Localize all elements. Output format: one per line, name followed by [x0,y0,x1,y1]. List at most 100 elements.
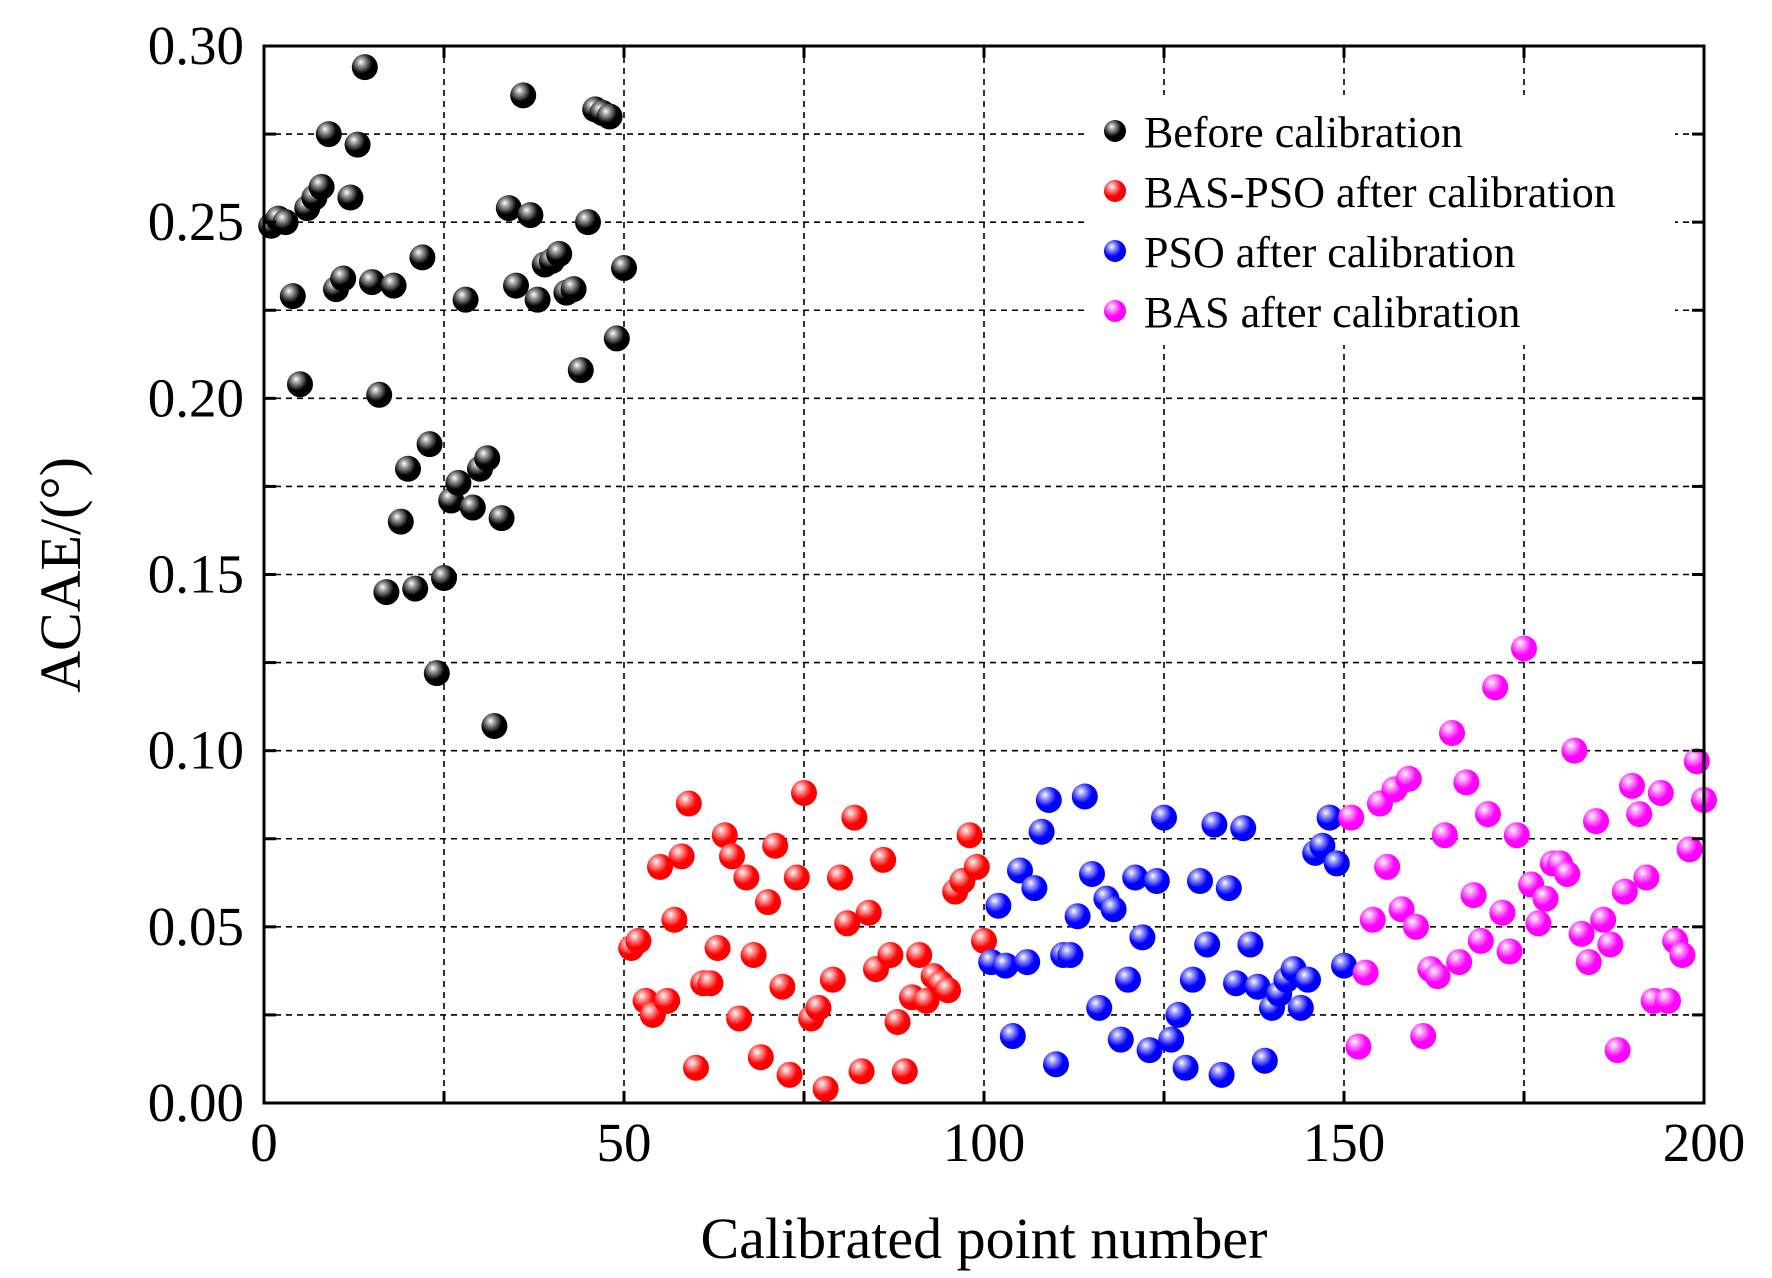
point-bas-pso-after-calibration [668,843,695,870]
point-bas-after-calibration [1345,1033,1372,1060]
point-bas-pso-after-calibration [683,1054,709,1081]
point-bas-pso-after-calibration [719,843,745,870]
point-before-calibration [315,121,342,148]
y-tick-labels: 0.00 0.05 0.10 0.15 0.20 0.25 0.30 [148,15,244,1133]
point-pso-after-calibration [1064,903,1091,930]
point-before-calibration [524,286,551,313]
point-pso-after-calibration [1079,860,1105,887]
point-bas-pso-after-calibration [877,942,904,969]
point-bas-pso-after-calibration [762,832,789,859]
legend-background [1087,95,1675,345]
point-before-calibration [481,713,508,740]
point-bas-after-calibration [1532,885,1559,912]
x-tick-label: 200 [1663,1112,1746,1173]
y-tick-label: 0.25 [148,191,244,252]
point-bas-pso-after-calibration [935,977,961,1004]
point-pso-after-calibration [1100,896,1127,923]
point-pso-after-calibration [1086,994,1113,1021]
point-before-calibration [359,269,385,296]
point-pso-after-calibration [992,952,1019,979]
point-bas-after-calibration [1633,864,1660,891]
point-pso-after-calibration [1122,864,1149,891]
point-pso-after-calibration [1043,1051,1069,1078]
point-bas-pso-after-calibration [647,853,673,880]
point-bas-pso-after-calibration [819,966,846,993]
point-bas-pso-after-calibration [891,1058,918,1085]
point-bas-pso-after-calibration [827,864,853,891]
point-bas-after-calibration [1359,906,1386,933]
x-tick-label: 0 [250,1112,278,1173]
point-bas-pso-after-calibration [711,822,738,849]
point-before-calibration [495,195,522,222]
point-bas-pso-after-calibration [740,942,767,969]
point-pso-after-calibration [1237,931,1264,958]
point-before-calibration [402,575,429,602]
point-bas-after-calibration [1503,822,1530,849]
point-before-calibration [517,202,544,229]
point-bas-pso-after-calibration [834,910,861,937]
point-bas-after-calibration [1676,836,1703,863]
point-bas-after-calibration [1388,896,1415,923]
point-bas-pso-after-calibration [870,846,897,873]
point-pso-after-calibration [1316,804,1343,831]
point-bas-pso-after-calibration [805,994,832,1021]
point-pso-after-calibration [1143,868,1170,895]
point-bas-after-calibration [1403,913,1429,940]
point-bas-after-calibration [1460,882,1487,909]
point-pso-after-calibration [1331,952,1357,979]
point-pso-after-calibration [1309,832,1336,859]
point-pso-after-calibration [1223,970,1249,997]
point-pso-after-calibration [1129,924,1156,951]
point-bas-pso-after-calibration [841,804,868,831]
y-tick-label: 0.30 [148,15,244,76]
point-bas-after-calibration [1669,942,1696,969]
y-tick-label: 0.20 [148,367,244,428]
point-bas-after-calibration [1374,853,1401,880]
point-before-calibration [351,54,378,81]
y-tick-label: 0.15 [148,544,244,605]
point-before-calibration [308,173,335,200]
point-bas-pso-after-calibration [776,1061,803,1088]
point-bas-pso-after-calibration [906,942,933,969]
point-pso-after-calibration [1151,804,1177,831]
point-before-calibration [546,240,573,267]
point-before-calibration [287,371,313,398]
point-bas-after-calibration [1424,963,1451,990]
point-bas-after-calibration [1431,822,1458,849]
point-bas-after-calibration [1395,765,1422,792]
point-pso-after-calibration [1187,868,1213,895]
point-bas-after-calibration [1604,1037,1631,1064]
point-bas-after-calibration [1489,899,1516,926]
y-tick-label: 0.10 [148,720,244,781]
x-tick-labels: 0 50 100 150 200 [250,1112,1745,1173]
point-pso-after-calibration [1287,994,1314,1021]
y-tick-label: 0.05 [148,896,244,957]
legend: Before calibration BAS-PSO after calibrat… [1087,95,1675,345]
point-pso-after-calibration [1028,818,1055,845]
data-points [258,54,1717,1102]
point-pso-after-calibration [1165,1001,1192,1028]
point-bas-after-calibration [1647,779,1674,806]
point-bas-after-calibration [1611,878,1638,905]
point-before-calibration [337,184,364,211]
legend-marker [1104,240,1126,262]
point-bas-after-calibration [1453,769,1480,796]
point-bas-after-calibration [1619,772,1645,799]
point-pso-after-calibration [1021,875,1048,902]
point-bas-after-calibration [1626,801,1653,828]
point-bas-after-calibration [1655,987,1681,1014]
point-pso-after-calibration [1014,949,1041,976]
point-pso-after-calibration [1244,973,1271,1000]
point-bas-after-calibration [1568,920,1595,947]
point-before-calibration [380,272,407,299]
point-bas-pso-after-calibration [625,927,652,954]
point-before-calibration [611,254,637,281]
point-pso-after-calibration [1136,1037,1163,1064]
point-pso-after-calibration [999,1023,1026,1050]
point-pso-after-calibration [1115,966,1141,993]
x-axis-title: Calibrated point number [701,1206,1268,1271]
point-bas-after-calibration [1338,804,1365,831]
legend-marker [1104,120,1126,142]
point-pso-after-calibration [1071,783,1098,810]
